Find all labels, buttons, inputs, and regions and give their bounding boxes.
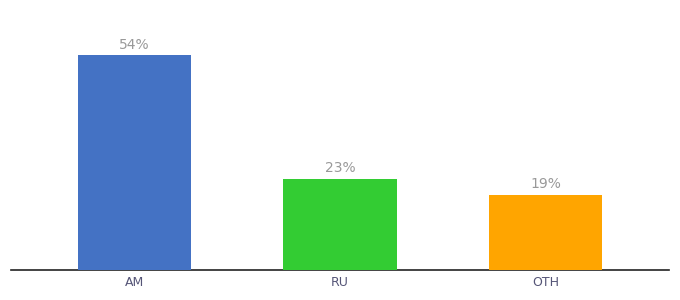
Bar [284, 178, 396, 270]
Bar [78, 55, 191, 270]
Text: 54%: 54% [119, 38, 150, 52]
Bar [489, 195, 602, 270]
Text: 19%: 19% [530, 177, 561, 191]
Text: 23%: 23% [324, 161, 356, 176]
